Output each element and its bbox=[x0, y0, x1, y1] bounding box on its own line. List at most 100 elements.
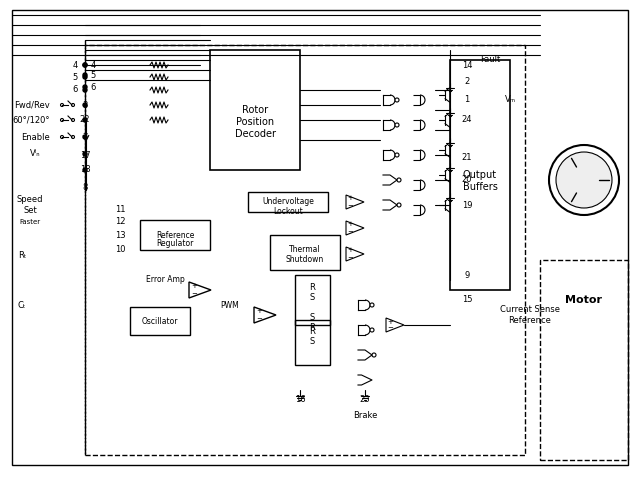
Circle shape bbox=[83, 103, 87, 107]
Text: 6: 6 bbox=[90, 83, 96, 92]
Text: Cₜ: Cₜ bbox=[18, 300, 26, 310]
Bar bbox=[270, 235, 340, 270]
Text: 4: 4 bbox=[72, 60, 77, 70]
Text: Speed
Set: Speed Set bbox=[17, 195, 44, 215]
Circle shape bbox=[370, 328, 374, 332]
Text: Thermal: Thermal bbox=[289, 245, 321, 254]
Text: Faster: Faster bbox=[19, 219, 40, 225]
Text: Vᴵₙ: Vᴵₙ bbox=[30, 149, 40, 158]
Circle shape bbox=[61, 135, 63, 139]
Text: 7: 7 bbox=[83, 132, 88, 142]
Text: −: − bbox=[348, 228, 353, 235]
Text: +: + bbox=[348, 248, 353, 253]
Text: 5: 5 bbox=[90, 71, 95, 80]
Text: 10: 10 bbox=[115, 245, 125, 254]
Circle shape bbox=[72, 104, 74, 107]
Text: 16: 16 bbox=[294, 396, 305, 405]
Circle shape bbox=[83, 75, 87, 79]
Text: 12: 12 bbox=[115, 217, 125, 227]
Text: 19: 19 bbox=[461, 201, 472, 209]
Circle shape bbox=[556, 152, 612, 208]
Text: −: − bbox=[348, 203, 353, 208]
Bar bbox=[295, 275, 330, 325]
Text: Output: Output bbox=[463, 170, 497, 180]
Text: Fwd/Rev: Fwd/Rev bbox=[14, 100, 50, 109]
Circle shape bbox=[372, 353, 376, 357]
Text: 8: 8 bbox=[83, 183, 88, 192]
Text: S: S bbox=[309, 312, 315, 322]
Text: −: − bbox=[257, 316, 262, 322]
Text: Position: Position bbox=[236, 117, 274, 127]
Text: 60°/120°: 60°/120° bbox=[13, 116, 50, 124]
Circle shape bbox=[72, 119, 74, 121]
Text: 2: 2 bbox=[465, 77, 470, 86]
Circle shape bbox=[83, 63, 87, 67]
Text: 24: 24 bbox=[461, 116, 472, 124]
Text: S: S bbox=[309, 337, 315, 347]
Circle shape bbox=[83, 152, 87, 156]
Text: −: − bbox=[388, 325, 394, 332]
Text: 13: 13 bbox=[115, 230, 125, 240]
Text: Buffers: Buffers bbox=[463, 182, 497, 192]
Circle shape bbox=[83, 88, 87, 92]
Bar bbox=[210, 50, 300, 170]
Text: R: R bbox=[309, 283, 315, 291]
Text: Rₜ: Rₜ bbox=[18, 251, 26, 260]
Text: Current Sense
Reference: Current Sense Reference bbox=[500, 305, 560, 324]
Text: Oscillator: Oscillator bbox=[141, 316, 179, 325]
Text: +: + bbox=[257, 308, 262, 314]
Text: R: R bbox=[309, 327, 315, 336]
Text: PWM: PWM bbox=[221, 300, 239, 310]
Text: 11: 11 bbox=[115, 205, 125, 215]
Text: +: + bbox=[388, 319, 394, 324]
Bar bbox=[295, 320, 330, 365]
Text: Error Amp: Error Amp bbox=[146, 276, 184, 285]
Circle shape bbox=[83, 73, 87, 77]
Text: Motor: Motor bbox=[566, 295, 602, 305]
Circle shape bbox=[83, 168, 87, 172]
Bar bbox=[540, 260, 628, 460]
Circle shape bbox=[72, 135, 74, 139]
Text: Rotor: Rotor bbox=[242, 105, 268, 115]
Text: Decoder: Decoder bbox=[234, 129, 275, 139]
Text: S: S bbox=[309, 292, 315, 301]
Text: 4: 4 bbox=[90, 60, 95, 70]
Text: −: − bbox=[348, 254, 353, 261]
Text: 5: 5 bbox=[72, 72, 77, 82]
Text: Vₘ: Vₘ bbox=[504, 96, 515, 105]
Text: 1: 1 bbox=[465, 96, 470, 105]
Text: 21: 21 bbox=[461, 153, 472, 161]
Circle shape bbox=[397, 178, 401, 182]
Circle shape bbox=[61, 119, 63, 121]
Circle shape bbox=[61, 104, 63, 107]
Circle shape bbox=[83, 63, 87, 67]
Text: 3: 3 bbox=[83, 100, 88, 109]
Text: R: R bbox=[309, 323, 315, 332]
Text: Undervoltage: Undervoltage bbox=[262, 197, 314, 206]
Circle shape bbox=[397, 203, 401, 207]
Text: Enable: Enable bbox=[21, 132, 50, 142]
Text: −: − bbox=[191, 291, 197, 297]
Circle shape bbox=[370, 303, 374, 307]
Text: 6: 6 bbox=[72, 85, 77, 95]
Text: +: + bbox=[348, 221, 353, 228]
Circle shape bbox=[395, 123, 399, 127]
Bar bbox=[85, 45, 525, 455]
Circle shape bbox=[395, 98, 399, 102]
Text: +: + bbox=[191, 283, 197, 289]
Bar bbox=[450, 60, 510, 290]
Text: 18: 18 bbox=[80, 166, 90, 175]
Bar bbox=[130, 307, 190, 335]
Circle shape bbox=[83, 135, 87, 139]
Text: 20: 20 bbox=[461, 176, 472, 184]
Text: 23: 23 bbox=[360, 396, 371, 405]
Text: Regulator: Regulator bbox=[156, 240, 194, 249]
Text: 22: 22 bbox=[80, 116, 90, 124]
Circle shape bbox=[395, 153, 399, 157]
Circle shape bbox=[549, 145, 619, 215]
Text: 9: 9 bbox=[465, 271, 470, 279]
Text: 14: 14 bbox=[461, 60, 472, 70]
Text: Brake: Brake bbox=[353, 410, 377, 420]
Bar bbox=[248, 192, 328, 212]
Text: Lockout: Lockout bbox=[273, 207, 303, 216]
